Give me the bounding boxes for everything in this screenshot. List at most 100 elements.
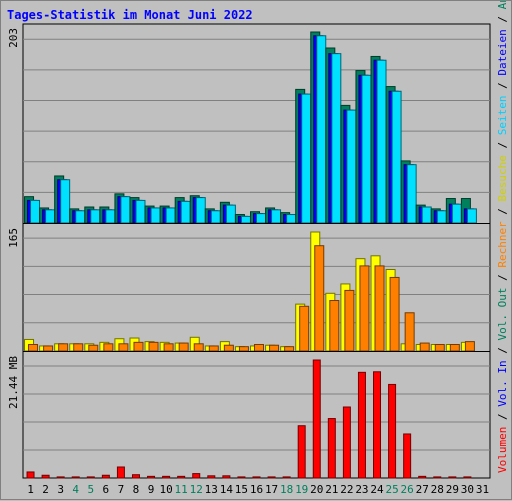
bar-rechner-day-28 (434, 344, 445, 352)
x-tick-label-day-7: 7 (118, 483, 125, 496)
x-tick-label-day-4: 4 (72, 483, 79, 496)
bar-volumen-day-29 (448, 476, 457, 479)
bar-rechner-day-15 (238, 346, 249, 352)
bar-volumen-day-13 (207, 475, 216, 479)
bar-rechner-day-19 (299, 305, 310, 352)
legend-entry-5: / (496, 274, 509, 287)
legend-entry-2: Vol. In (496, 360, 509, 413)
bar-rechner-day-12 (193, 343, 204, 352)
legend-entry-3: / (496, 347, 509, 360)
bar-rechner-day-26 (404, 312, 415, 352)
bar-rechner-day-6 (103, 343, 114, 352)
bar-volumen-day-24 (373, 371, 382, 479)
legend-entry-4: Vol. Out (496, 288, 509, 348)
bar-seiten-day-24 (376, 59, 387, 224)
y-max-label-visits: 165 (7, 228, 20, 248)
legend-entry-6: Rechner (496, 221, 509, 274)
bar-volumen-day-10 (162, 475, 171, 479)
bar-rechner-day-21 (329, 300, 340, 352)
bar-seiten-day-20 (316, 35, 327, 224)
x-tick-label-day-18: 18 (280, 483, 293, 496)
bar-seiten-day-11 (180, 200, 191, 224)
x-tick-label-day-29: 29 (446, 483, 459, 496)
bar-rechner-day-18 (284, 346, 295, 352)
bar-volumen-day-27 (418, 475, 427, 479)
bar-volumen-day-9 (147, 475, 156, 479)
bar-seiten-day-23 (361, 74, 372, 224)
x-tick-label-day-26: 26 (401, 483, 414, 496)
y-max-label-requests: 203 (7, 28, 20, 48)
legend-entry-9: / (496, 142, 509, 155)
bar-rechner-day-8 (133, 341, 144, 352)
bar-volumen-day-16 (252, 476, 261, 479)
bar-rechner-day-30 (464, 341, 475, 352)
x-tick-label-day-28: 28 (431, 483, 444, 496)
bar-rechner-day-9 (148, 341, 159, 352)
x-tick-label-day-12: 12 (190, 483, 203, 496)
bar-seiten-day-3 (60, 179, 71, 224)
bar-rechner-day-3 (58, 343, 69, 352)
bar-volumen-day-8 (131, 474, 140, 479)
bar-rechner-day-23 (359, 265, 370, 352)
bar-rechner-day-22 (344, 289, 355, 352)
bar-seiten-day-22 (346, 109, 357, 224)
x-tick-label-day-15: 15 (235, 483, 248, 496)
bar-rechner-day-1 (28, 344, 39, 352)
bar-volumen-day-7 (116, 466, 125, 479)
plot-area (22, 23, 491, 479)
bar-seiten-day-12 (195, 197, 206, 224)
bar-rechner-day-16 (254, 344, 264, 352)
x-tick-label-day-3: 3 (57, 483, 64, 496)
right-legend: Volumen / Vol. In / Vol. Out / Rechner /… (496, 1, 509, 473)
bar-volumen-day-26 (403, 433, 412, 479)
x-tick-label-day-5: 5 (87, 483, 94, 496)
x-tick-label-day-23: 23 (355, 483, 368, 496)
bar-rechner-day-24 (374, 265, 385, 352)
bar-volumen-day-3 (56, 476, 65, 479)
bar-volumen-day-6 (101, 474, 110, 479)
bar-seiten-day-5 (90, 209, 101, 224)
x-tick-label-day-22: 22 (340, 483, 353, 496)
bar-volumen-day-17 (267, 476, 276, 479)
bar-rechner-day-14 (223, 344, 234, 352)
x-tick-label-day-14: 14 (220, 483, 234, 496)
bar-seiten-day-13 (210, 210, 221, 224)
bar-rechner-day-29 (449, 344, 460, 352)
y-max-label-volume: 21.44 MB (7, 356, 20, 409)
bar-seiten-day-4 (75, 210, 86, 224)
legend-entry-8: Besuche (496, 155, 509, 208)
x-tick-label-day-21: 21 (325, 483, 338, 496)
bar-seiten-day-6 (105, 209, 116, 224)
bar-volumen-day-4 (71, 476, 80, 479)
x-tick-label-day-8: 8 (133, 483, 140, 496)
bar-volumen-day-12 (192, 473, 201, 479)
bar-seiten-day-30 (466, 208, 477, 224)
bar-rechner-day-25 (389, 276, 400, 352)
bar-volumen-day-1 (26, 471, 35, 479)
x-tick-label-day-10: 10 (159, 483, 172, 496)
bar-volumen-day-2 (41, 474, 50, 479)
x-tick-label-day-31: 31 (476, 483, 489, 496)
legend-entry-10: Seiten (496, 95, 509, 141)
legend-entry-12: Dateien (496, 29, 509, 82)
legend-entry-1: / (496, 413, 509, 426)
bar-volumen-day-11 (177, 475, 186, 479)
x-tick-label-day-20: 20 (310, 483, 323, 496)
bar-seiten-day-21 (331, 53, 342, 224)
bar-volumen-day-30 (463, 476, 472, 479)
legend-entry-0: Volumen (496, 427, 509, 473)
bar-seiten-day-25 (391, 90, 402, 224)
bar-seiten-day-18 (286, 214, 297, 224)
x-tick-label-day-1: 1 (27, 483, 34, 496)
bar-rechner-day-17 (269, 344, 280, 352)
x-tick-label-day-6: 6 (103, 483, 110, 496)
bar-volumen-day-23 (357, 371, 366, 479)
bar-rechner-day-5 (88, 344, 99, 352)
bar-seiten-day-27 (421, 206, 432, 224)
bar-seiten-day-29 (451, 203, 462, 224)
bar-rechner-day-11 (178, 342, 189, 352)
x-tick-label-day-17: 17 (265, 483, 278, 496)
bar-seiten-day-2 (45, 209, 56, 224)
x-tick-label-day-11: 11 (175, 483, 188, 496)
